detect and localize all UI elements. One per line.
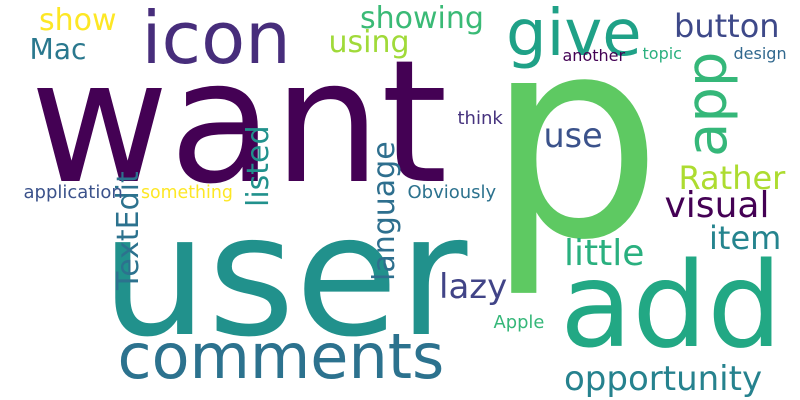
word-user: user: [101, 178, 468, 374]
word-apple: Apple: [493, 312, 545, 333]
word-rather: Rather: [678, 159, 786, 197]
word-mac: Mac: [29, 33, 87, 66]
word-something: something: [141, 182, 233, 203]
word-language: language: [367, 141, 402, 281]
word-little: little: [564, 233, 645, 274]
word-button: button: [674, 7, 780, 45]
word-visual: visual: [664, 185, 770, 226]
word-show: show: [39, 3, 117, 38]
word-using: using: [328, 25, 410, 60]
word-item: item: [709, 219, 782, 257]
word-opportunity: opportunity: [564, 359, 763, 399]
word-icon: icon: [141, 0, 291, 80]
word-obviously: Obviously: [407, 182, 497, 203]
word-design: design: [733, 44, 787, 63]
word-want: want: [30, 24, 448, 222]
word-listed: listed: [241, 125, 276, 207]
word-think: think: [457, 108, 503, 129]
word-application: application: [23, 182, 123, 203]
word-add: add: [560, 236, 783, 374]
word-another: another: [562, 46, 626, 65]
word-use: use: [543, 115, 603, 155]
word-app: app: [675, 51, 740, 157]
word-give: give: [506, 0, 642, 71]
word-topic: topic: [642, 44, 682, 63]
word-p: p: [486, 0, 663, 301]
word-comments: comments: [117, 320, 445, 393]
word-lazy: lazy: [439, 267, 508, 307]
word-showing: showing: [360, 1, 484, 36]
